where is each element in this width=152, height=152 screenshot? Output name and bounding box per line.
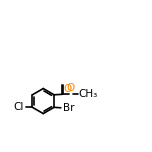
Text: CH₃: CH₃ [79, 89, 98, 99]
Text: Cl: Cl [13, 102, 24, 112]
Text: Br: Br [63, 103, 74, 113]
Text: O: O [64, 85, 72, 95]
Text: O: O [67, 83, 75, 93]
